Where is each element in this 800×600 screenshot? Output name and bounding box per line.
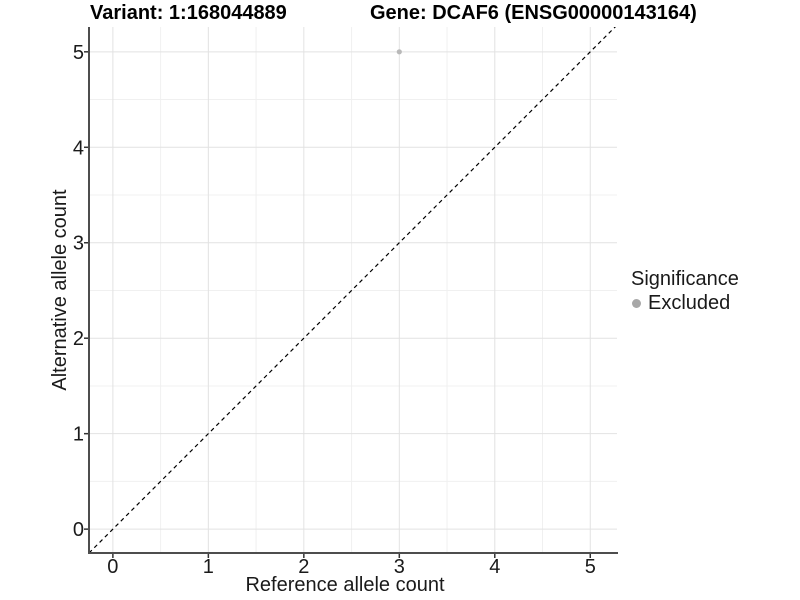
y-tick-label: 2	[73, 328, 84, 350]
y-tick-label: 4	[73, 137, 84, 159]
legend-item-excluded: Excluded	[628, 293, 739, 313]
gene-title: Gene: DCAF6 (ENSG00000143164)	[370, 2, 697, 24]
y-axis-title: Alternative allele count	[49, 189, 71, 391]
identity-line	[89, 27, 616, 553]
x-tick-label: 0	[107, 556, 118, 578]
legend-title: Significance	[631, 268, 739, 290]
x-tick-label: 2	[298, 556, 309, 578]
y-tick-label: 3	[73, 233, 84, 255]
x-tick-label: 1	[203, 556, 214, 578]
y-tick-label: 1	[73, 424, 84, 446]
x-axis-title: Reference allele count	[245, 574, 445, 596]
y-tick-label: 0	[73, 519, 84, 541]
legend: Significance Excluded	[628, 269, 739, 313]
variant-title: Variant: 1:168044889	[90, 2, 287, 24]
x-tick-label: 4	[489, 556, 500, 578]
data-point	[396, 49, 402, 55]
excluded-point-icon	[632, 298, 641, 308]
x-tick-label: 5	[585, 556, 596, 578]
y-tick-label: 5	[73, 42, 84, 64]
legend-item-label: Excluded	[648, 292, 731, 314]
x-tick-label: 3	[394, 556, 405, 578]
